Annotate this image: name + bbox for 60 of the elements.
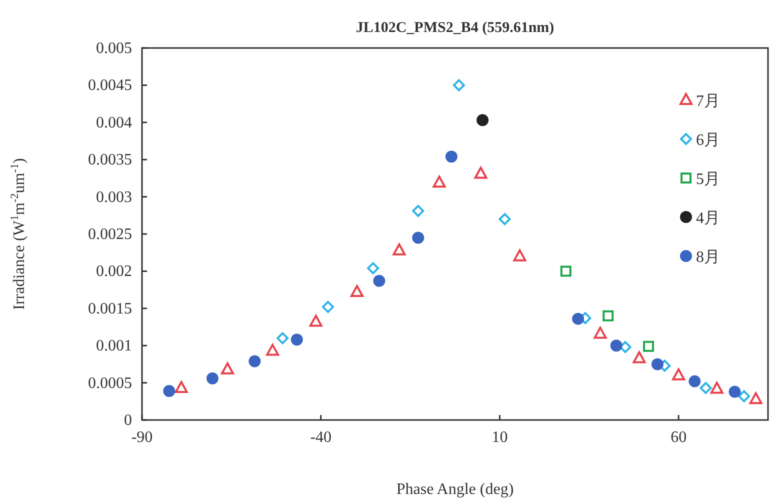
point [728,386,741,398]
point [749,392,762,404]
point [392,243,406,256]
point [643,340,654,352]
point [174,381,188,394]
point [710,382,724,394]
y-tick-label: 0.001 [96,338,132,355]
x-tick-label: -90 [131,429,153,446]
point [412,232,424,244]
y-tick-label: 0.0005 [88,374,132,392]
point [688,375,701,388]
legend-label: 5月 [696,171,720,188]
point [560,266,572,277]
point [651,358,664,370]
point [594,326,607,339]
legend-label: 8月 [696,249,720,266]
legend-label: 7月 [696,93,720,110]
point [432,176,446,188]
point [445,150,458,163]
y-tick-label: 0 [124,412,132,429]
point [602,310,614,322]
point [220,362,234,374]
y-tick-label: 0.0025 [88,226,132,243]
point [476,114,489,126]
point [248,355,261,368]
x-tick-label: 10 [492,429,508,446]
y-tick-label: 0.003 [96,188,132,206]
y-tick-label: 0.005 [96,40,132,57]
legend-label: 6月 [696,132,720,149]
point [700,382,712,394]
y-tick-label: 0.0045 [88,77,132,94]
point [513,249,526,262]
point [309,314,322,327]
y-tick-label: 0.0015 [88,300,132,318]
point [290,334,303,346]
chart-title: JL102C_PMS2_B4 (559.61nm) [356,20,554,36]
x-tick-label: -40 [310,429,332,446]
point [163,384,176,397]
point [498,213,511,226]
point [572,312,584,325]
y-tick-label: 0.002 [96,263,132,280]
x-axis-title: Phase Angle (deg) [396,481,514,498]
point [367,262,380,274]
y-tick-label: 0.0035 [88,152,132,169]
point [474,166,488,179]
legend-label: 4月 [696,210,720,227]
point [738,390,750,402]
point [452,79,465,92]
x-tick-label: 60 [670,429,687,446]
point [373,274,386,287]
point [412,204,424,217]
y-tick-label: 0.004 [96,114,132,132]
point [276,332,289,344]
point [632,351,646,364]
point [350,285,364,298]
point [206,372,218,384]
point [610,340,622,352]
point [322,300,334,313]
point [672,368,686,380]
point [266,344,280,356]
